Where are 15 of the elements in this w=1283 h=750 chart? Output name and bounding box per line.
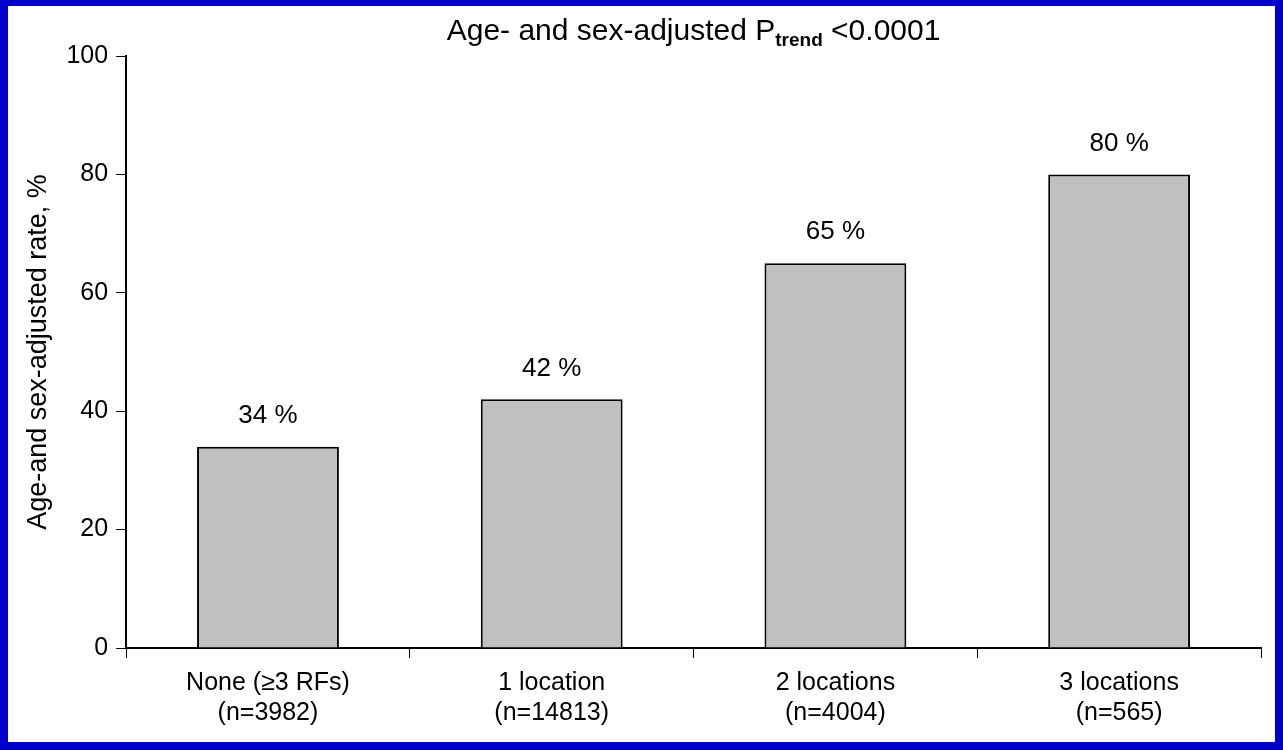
y-tick-label: 40	[80, 395, 109, 424]
y-tick-label: 20	[80, 513, 109, 542]
data-label: 34 %	[238, 398, 298, 429]
x-tick-label: 1 location (n=14813)	[494, 666, 610, 725]
x-tick-label: None (≥3 RFs) (n=3982)	[186, 666, 350, 725]
x-tick-label: 2 locations (n=4004)	[775, 666, 896, 725]
y-tick-label: 60	[80, 276, 109, 305]
x-tick-label: 3 locations (n=565)	[1059, 666, 1179, 725]
y-axis-title: Age-and sex-adjusted rate, %	[21, 174, 52, 530]
y-tick-label: 0	[94, 631, 109, 660]
y-tick-label: 100	[66, 39, 109, 68]
data-label: 65 %	[805, 215, 866, 246]
data-label: 42 %	[522, 351, 582, 382]
y-tick-label: 80	[80, 158, 109, 187]
data-label: 80 %	[1089, 126, 1149, 157]
